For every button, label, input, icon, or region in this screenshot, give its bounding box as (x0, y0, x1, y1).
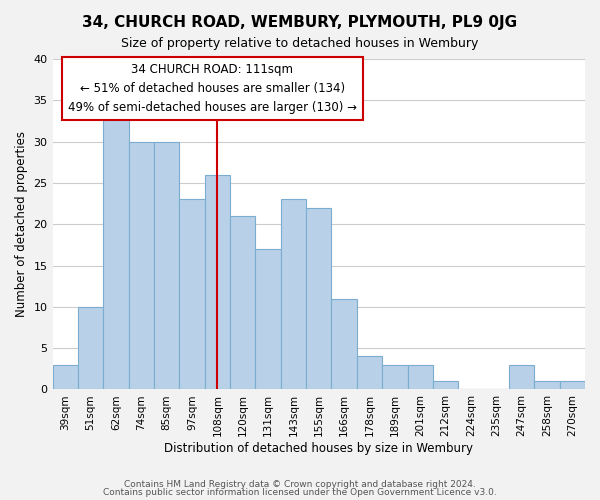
Bar (382, 364, 407, 390)
Bar (509, 364, 534, 390)
Bar (560, 381, 585, 390)
Text: Contains HM Land Registry data © Crown copyright and database right 2024.: Contains HM Land Registry data © Crown c… (124, 480, 476, 489)
Y-axis label: Number of detached properties: Number of detached properties (15, 131, 28, 317)
Bar (306, 208, 331, 390)
Bar (128, 142, 154, 390)
Bar (179, 200, 205, 390)
Bar (154, 142, 179, 390)
Bar (205, 174, 230, 390)
Text: 34, CHURCH ROAD, WEMBURY, PLYMOUTH, PL9 0JG: 34, CHURCH ROAD, WEMBURY, PLYMOUTH, PL9 … (82, 15, 518, 30)
Bar (78, 307, 103, 390)
Bar (433, 381, 458, 390)
Bar (103, 117, 128, 390)
Bar (534, 381, 560, 390)
Text: 34 CHURCH ROAD: 111sqm
← 51% of detached houses are smaller (134)
49% of semi-de: 34 CHURCH ROAD: 111sqm ← 51% of detached… (68, 63, 357, 114)
Bar (53, 364, 78, 390)
Bar (407, 364, 433, 390)
Bar (256, 249, 281, 390)
Bar (281, 200, 306, 390)
Bar (331, 298, 357, 390)
Text: Contains public sector information licensed under the Open Government Licence v3: Contains public sector information licen… (103, 488, 497, 497)
Bar (357, 356, 382, 390)
Bar (230, 216, 256, 390)
Text: Size of property relative to detached houses in Wembury: Size of property relative to detached ho… (121, 38, 479, 51)
X-axis label: Distribution of detached houses by size in Wembury: Distribution of detached houses by size … (164, 442, 473, 455)
